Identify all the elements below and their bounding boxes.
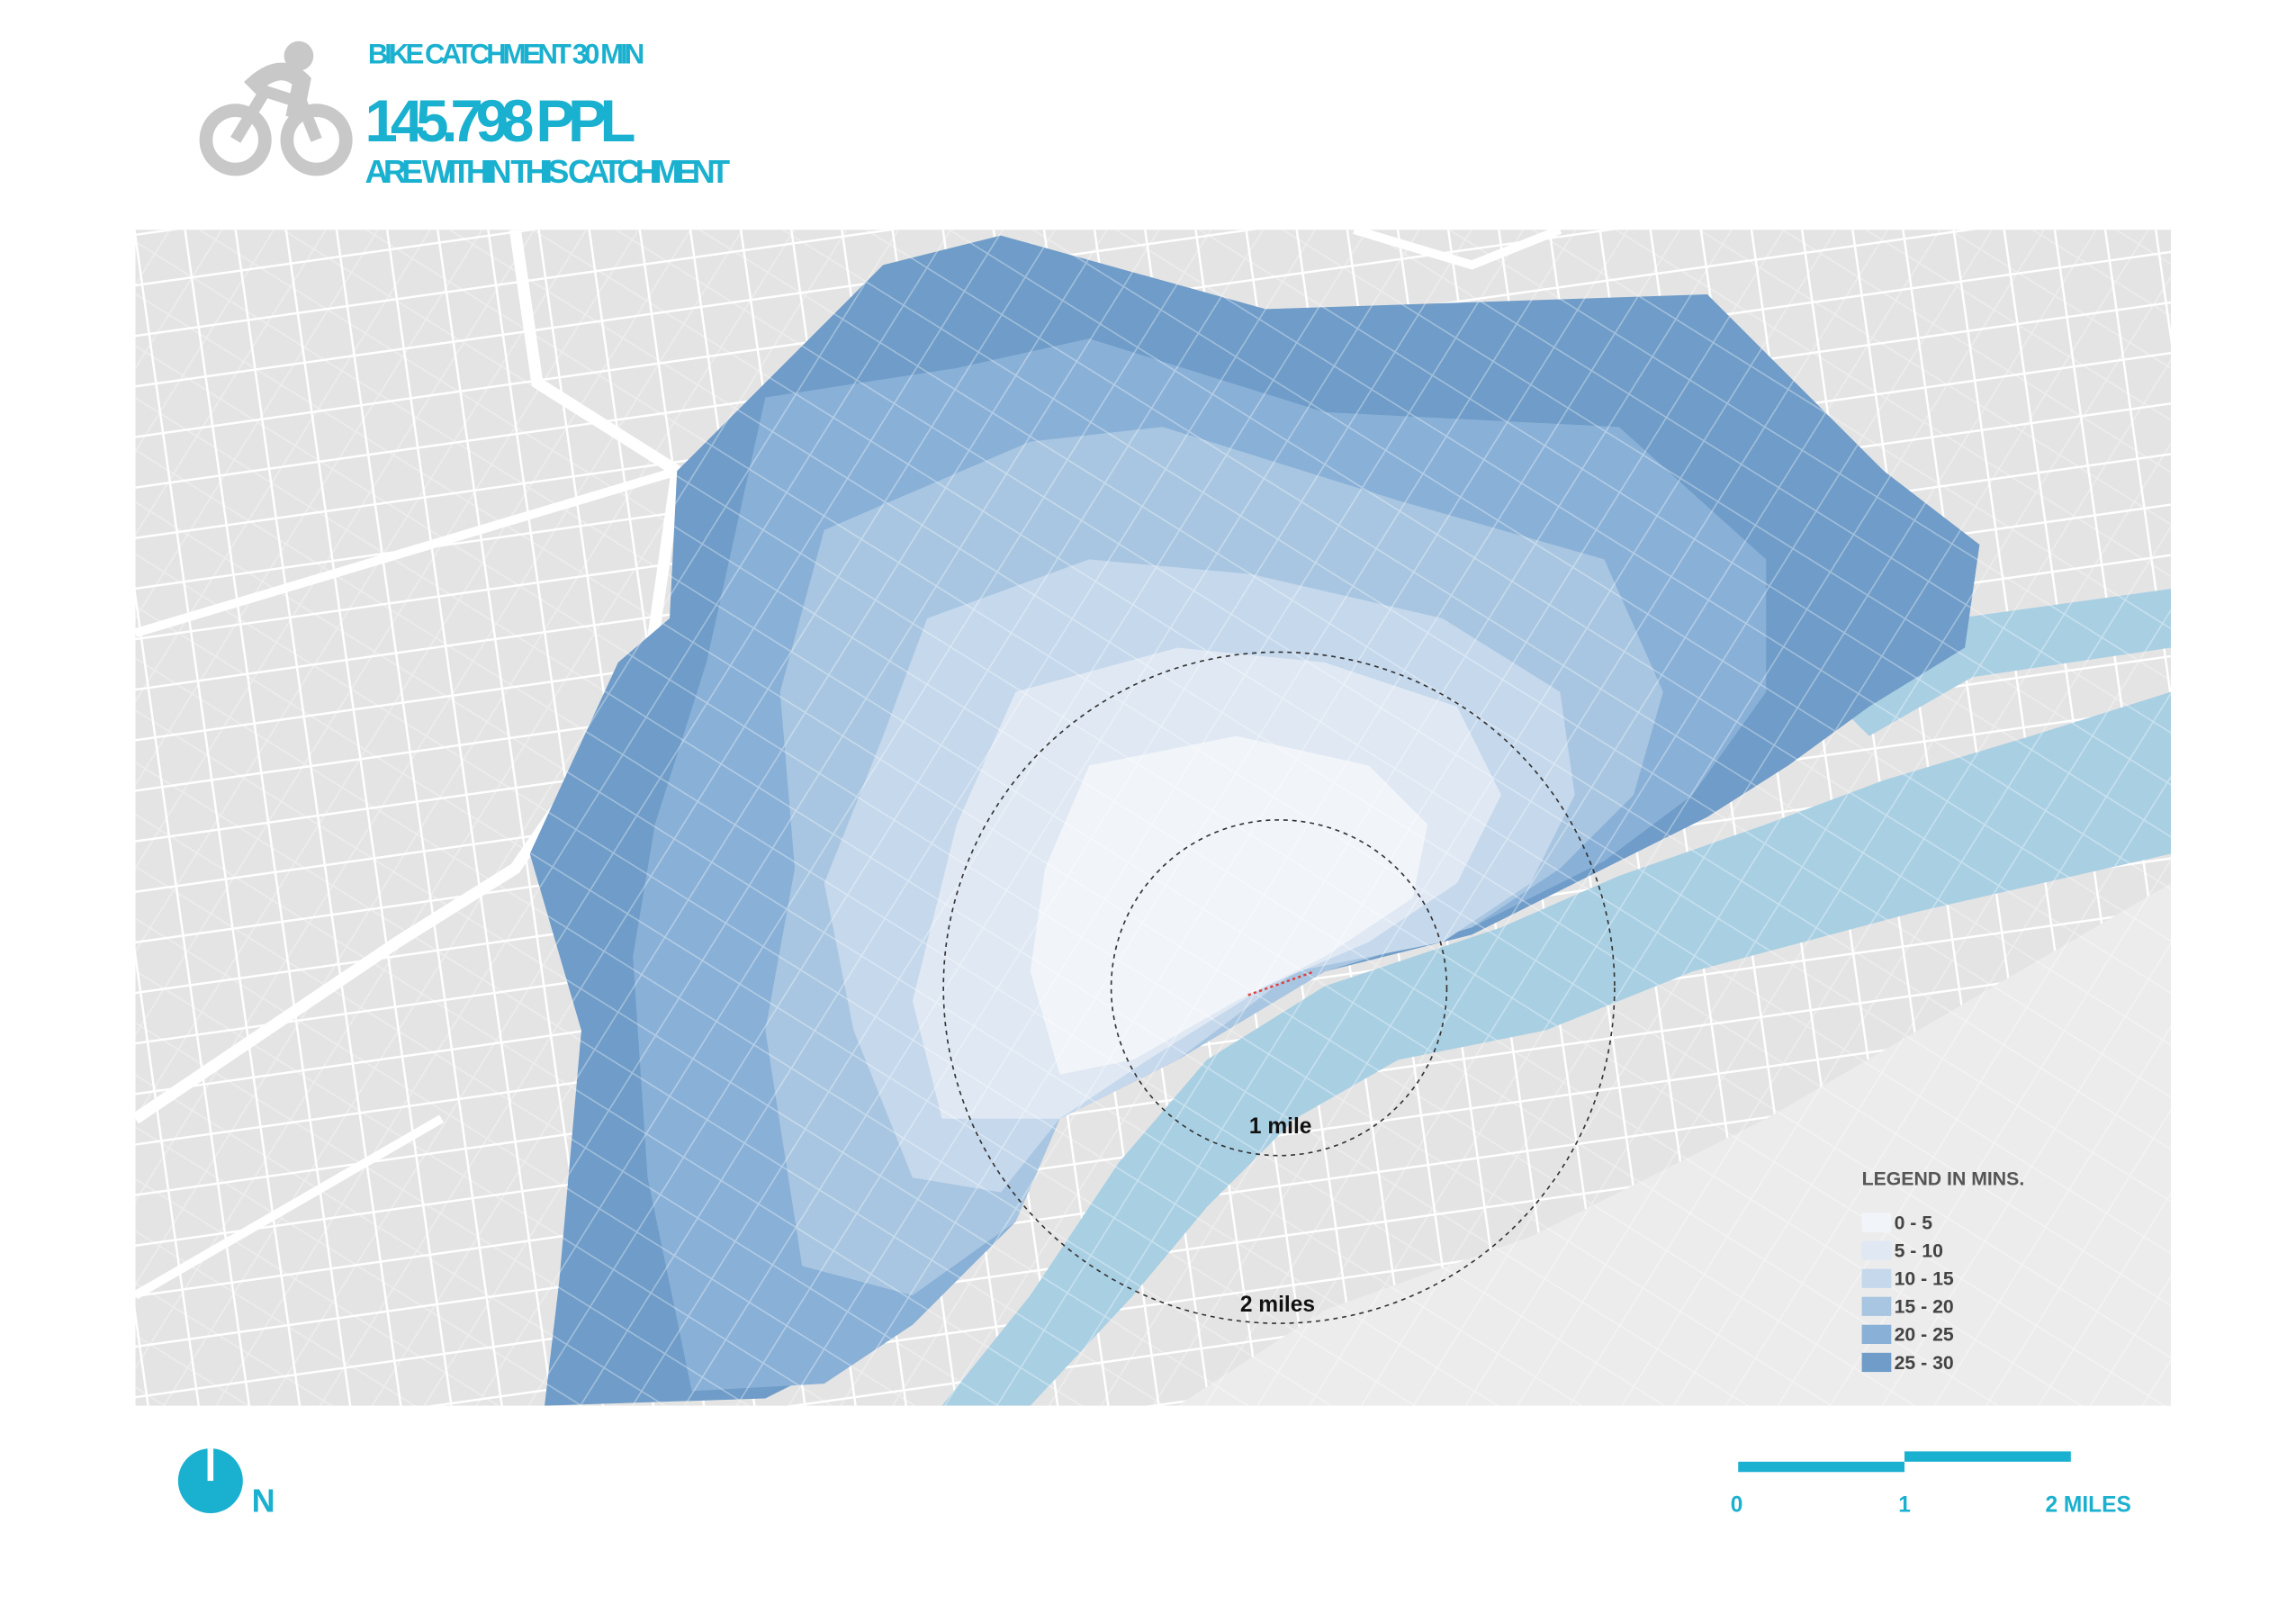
scale-label: 2 MILES <box>2045 1492 2130 1517</box>
legend-swatch <box>1861 1352 1892 1373</box>
subtitle: ARE WITHIN THIS CATCHMENT <box>365 153 731 190</box>
population: 145.798 PPL <box>365 88 636 154</box>
legend-label: 20 - 25 <box>1895 1324 1954 1346</box>
title: BIKE CATCHMENT 30 MIN <box>368 38 644 69</box>
map <box>135 230 2172 1406</box>
legend-label: 5 - 10 <box>1895 1240 1943 1262</box>
legend-label: 15 - 20 <box>1895 1296 1954 1318</box>
legend: 0 - 5 5 - 10 10 - 15 15 - 20 20 - 25 25 - 30 <box>1861 1212 1954 1374</box>
scale-label: 0 <box>1731 1492 1743 1517</box>
bike-icon <box>199 41 353 176</box>
north-arrow <box>177 1448 243 1514</box>
scale-label: 1 <box>1898 1492 1911 1517</box>
legend-swatch <box>1861 1268 1892 1288</box>
ring-label: 1 mile <box>1249 1114 1312 1139</box>
legend-swatch <box>1861 1240 1892 1260</box>
legend-title: LEGEND IN MINS. <box>1862 1168 2025 1189</box>
legend-swatch <box>1861 1296 1892 1316</box>
scale-bar <box>1738 1451 2071 1473</box>
north-label: N <box>252 1482 275 1519</box>
legend-label: 0 - 5 <box>1895 1212 1933 1233</box>
ring-label: 2 miles <box>1240 1293 1315 1317</box>
legend-swatch <box>1861 1213 1892 1232</box>
legend-swatch <box>1861 1324 1892 1344</box>
legend-label: 25 - 30 <box>1895 1352 1954 1374</box>
legend-label: 10 - 15 <box>1895 1268 1954 1290</box>
